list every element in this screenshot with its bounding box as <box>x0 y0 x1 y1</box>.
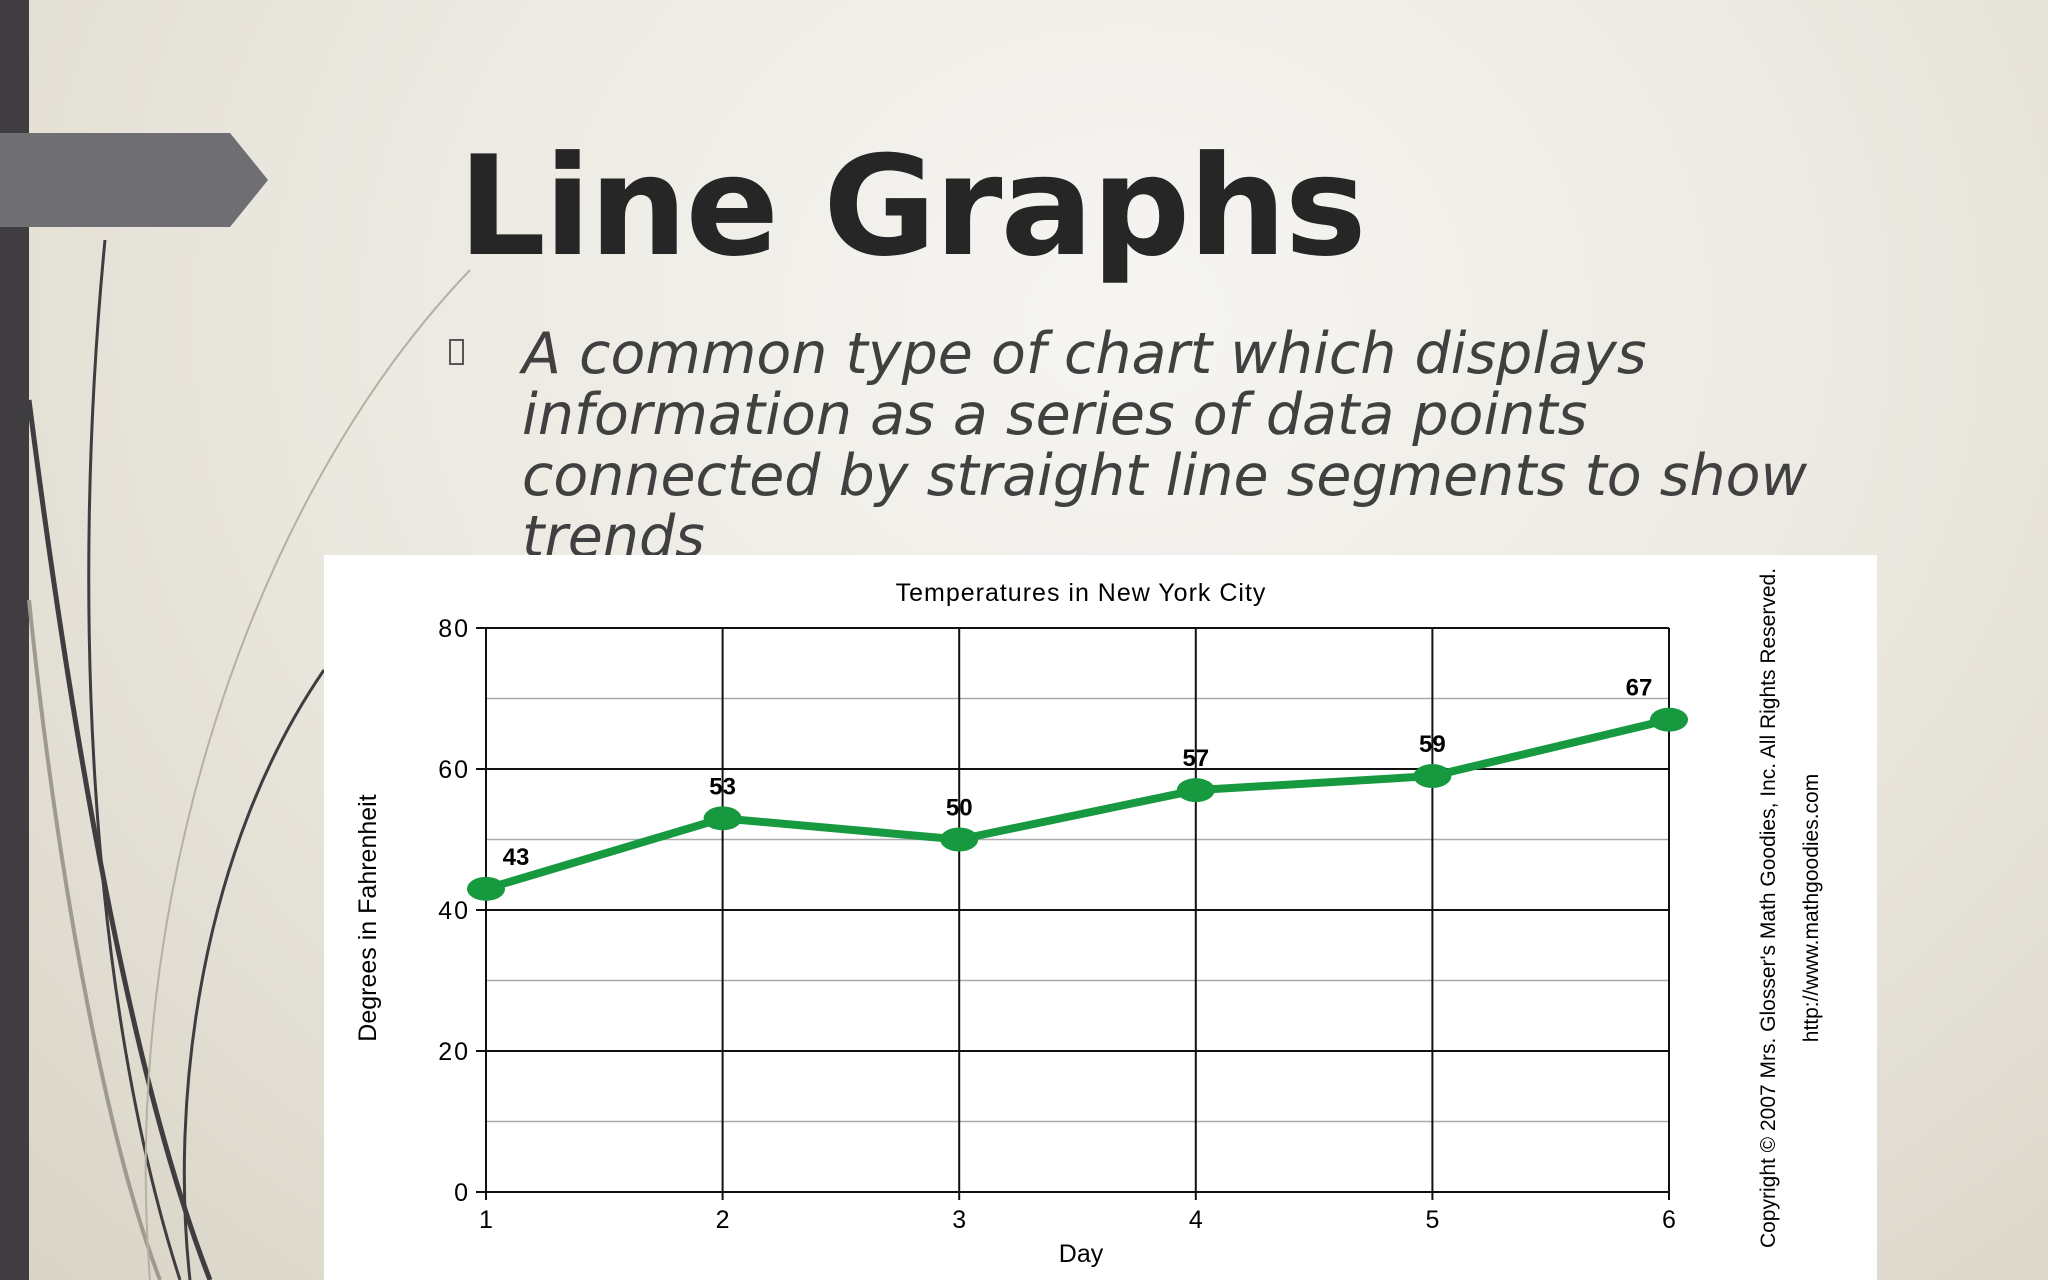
x-tick-label: 5 <box>1425 1206 1439 1234</box>
data-point <box>467 876 505 901</box>
data-point <box>1413 764 1452 789</box>
data-point <box>703 806 742 831</box>
data-label: 53 <box>709 773 736 800</box>
x-tick-label: 1 <box>479 1206 493 1234</box>
y-tick-label: 60 <box>438 756 470 784</box>
data-label: 67 <box>1626 675 1653 702</box>
bullet-text: A common type of chart which displays in… <box>522 321 1808 570</box>
y-tick-label: 20 <box>438 1038 470 1066</box>
data-point <box>1176 778 1215 803</box>
x-tick-label: 3 <box>952 1206 966 1234</box>
data-label: 59 <box>1419 731 1446 758</box>
data-label: 57 <box>1182 745 1209 772</box>
y-tick-label: 80 <box>438 615 470 643</box>
data-label: 43 <box>503 844 530 871</box>
data-label: 50 <box>946 795 973 822</box>
x-tick-label: 6 <box>1662 1206 1676 1234</box>
data-point <box>940 827 979 852</box>
chart-title: Temperatures in New York City <box>896 579 1267 607</box>
slide-title: Line Graphs <box>458 126 1367 287</box>
y-axis-label: Degrees in Fahrenheit <box>354 794 382 1041</box>
copyright: Copyright © 2007 Mrs. Glosser's Math Goo… <box>1757 568 1780 1248</box>
data-line <box>484 715 1670 893</box>
x-axis-label: Day <box>1059 1240 1104 1268</box>
chart-background <box>324 555 1877 1280</box>
y-tick-label: 0 <box>454 1179 470 1207</box>
x-tick-label: 2 <box>716 1206 730 1234</box>
data-point <box>1650 707 1688 732</box>
website: http://www.mathgoodies.com <box>1800 774 1823 1042</box>
x-tick-label: 4 <box>1189 1206 1203 1234</box>
y-tick-label: 40 <box>438 897 470 925</box>
